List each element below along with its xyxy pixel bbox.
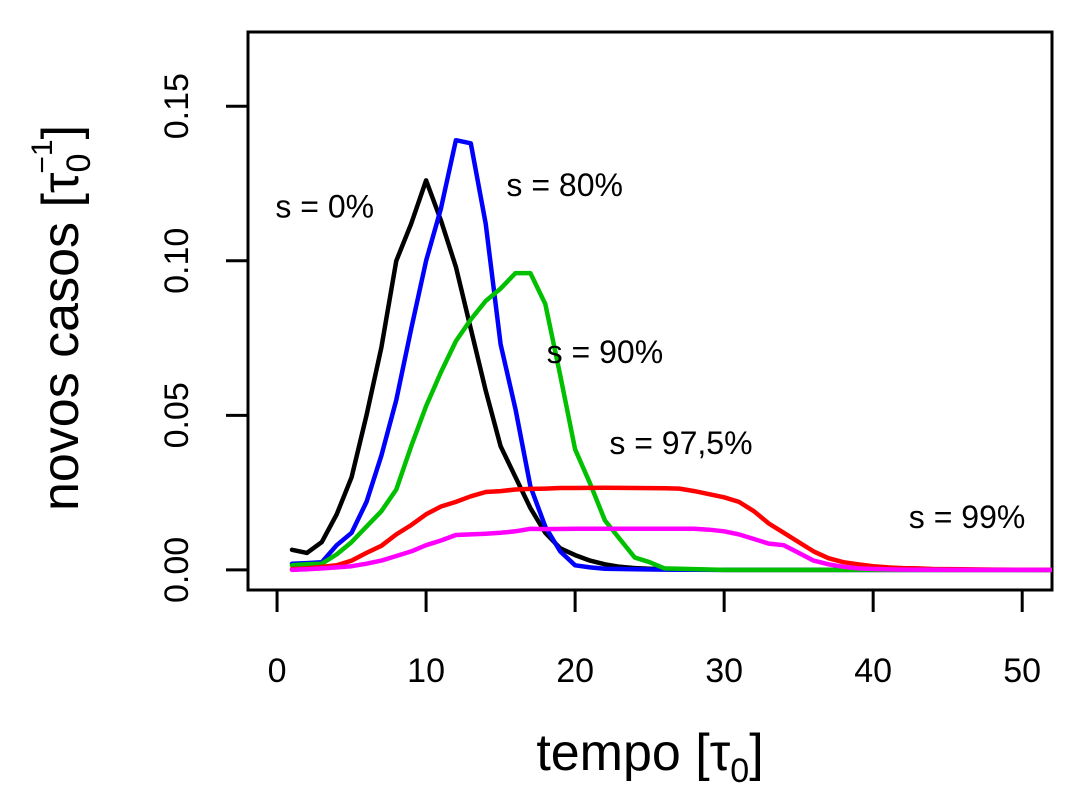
x-tick-label: 40: [854, 652, 892, 690]
plot-frame: [246, 30, 1054, 592]
y-tick-label: 0.10: [158, 228, 196, 294]
annotation-label: s = 80%: [506, 167, 623, 203]
x-axis-title: tempo [τ0]: [536, 724, 763, 790]
x-tick-label: 50: [1003, 652, 1041, 690]
y-axis-unit-open-bracket: [: [32, 193, 90, 208]
x-axis-unit-close-bracket: ]: [749, 724, 763, 782]
x-tick-label: 10: [407, 652, 445, 690]
series-line-s-80: [289, 137, 1052, 573]
annotations: s = 0% s = 80% s = 90% s = 97,5% s = 99%: [275, 167, 1025, 535]
y-axis-unit: τ: [32, 172, 90, 193]
annotation-label: s = 90%: [547, 334, 664, 370]
y-axis-unit-sup: −1: [26, 139, 59, 173]
annotation-label: s = 99%: [909, 499, 1026, 535]
y-tick-label: 0.15: [158, 73, 196, 139]
x-tick-label: 0: [268, 652, 287, 690]
x-axis-unit-open-bracket: [: [695, 724, 710, 782]
x-axis-unit-sub: 0: [730, 752, 749, 790]
x-axis-unit: τ: [710, 724, 731, 782]
x-tick-label: 20: [556, 652, 594, 690]
y-axis: 0.00 0.05 0.10 0.15: [158, 73, 248, 603]
y-axis-unit-sub: 0: [60, 154, 98, 173]
x-axis-title-text: tempo: [536, 724, 681, 782]
annotation-label: s = 0%: [275, 188, 374, 224]
annotation-label: s = 97,5%: [609, 425, 752, 461]
x-tick-label: 30: [705, 652, 743, 690]
series-line-s-97-5: [289, 485, 1052, 573]
y-axis-title: novos casos [τ0−1]: [26, 125, 98, 511]
y-axis-unit-close-bracket: ]: [32, 125, 90, 139]
series-line-s-90: [289, 270, 1052, 573]
series-line-s-99: [289, 526, 1052, 573]
y-axis-title-text: novos casos: [32, 222, 90, 511]
series-lines: [289, 137, 1052, 573]
y-tick-label: 0.05: [158, 382, 196, 448]
x-axis: 0 10 20 30 40 50: [268, 590, 1041, 690]
y-tick-label: 0.00: [158, 537, 196, 603]
